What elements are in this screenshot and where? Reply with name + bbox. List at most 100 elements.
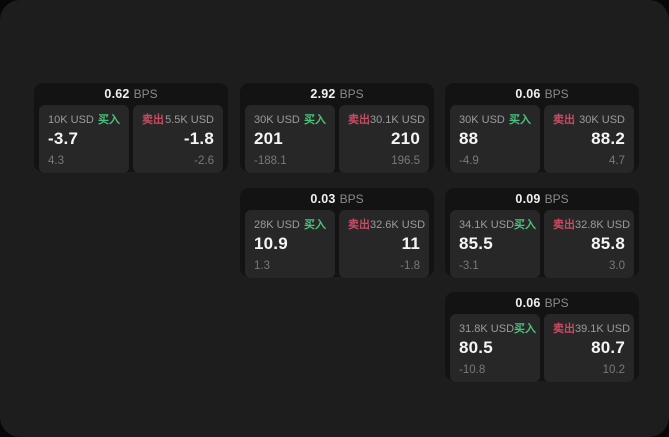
sell-notional: 30K USD: [579, 114, 625, 126]
sell-delta: 10.2: [602, 363, 625, 376]
quote-body: 28K USD 买入 10.9 1.3 卖出 32.6K USD 11 -1.8: [240, 210, 434, 283]
buy-quote-tile[interactable]: 30K USD 买入 88 -4.9: [450, 105, 540, 173]
sell-delta: 4.7: [609, 154, 625, 167]
buy-quote-tile[interactable]: 34.1K USD 买入 85.5 -3.1: [450, 210, 540, 278]
sell-quote-tile[interactable]: 卖出 5.5K USD -1.8 -2.6: [133, 105, 223, 173]
quote-body: 31.8K USD 买入 80.5 -10.8 卖出 39.1K USD 80.…: [445, 314, 639, 387]
sell-price: 88.2: [591, 129, 625, 148]
sell-tile-header: 卖出 39.1K USD: [553, 320, 630, 336]
sell-delta: 3.0: [609, 259, 625, 272]
sell-delta: 196.5: [391, 154, 420, 167]
buy-price: 88: [459, 129, 479, 148]
buy-price: 201: [254, 129, 283, 148]
buy-notional: 31.8K USD: [459, 323, 515, 335]
bps-value: 0.03: [310, 192, 336, 206]
quote-card-4: 0.03 BPS 28K USD 买入 10.9 1.3 卖出 32.6K US…: [240, 188, 434, 278]
sell-price: 210: [391, 129, 420, 148]
bps-header: 0.09 BPS: [445, 188, 639, 210]
sell-side-tag: 卖出: [553, 114, 575, 126]
bps-value: 2.92: [310, 87, 336, 101]
buy-delta: -188.1: [254, 154, 287, 167]
buy-price: -3.7: [48, 129, 79, 148]
buy-delta: -3.1: [459, 259, 479, 272]
bps-unit-label: BPS: [339, 192, 364, 206]
buy-side-tag: 买入: [514, 323, 537, 335]
sell-tile-header: 卖出 32.6K USD: [348, 216, 425, 232]
sell-notional: 32.6K USD: [370, 219, 426, 231]
buy-notional: 30K USD: [254, 114, 300, 126]
sell-price: 85.8: [591, 234, 625, 253]
buy-tile-header: 10K USD 买入: [48, 111, 120, 127]
quote-card-5: 0.09 BPS 34.1K USD 买入 85.5 -3.1 卖出 32.8K…: [445, 188, 639, 278]
buy-side-tag: 买入: [98, 114, 120, 126]
sell-side-tag: 卖出: [348, 114, 370, 126]
buy-tile-header: 30K USD 买入: [254, 111, 326, 127]
quote-body: 34.1K USD 买入 85.5 -3.1 卖出 32.8K USD 85.8…: [445, 210, 639, 283]
sell-notional: 39.1K USD: [575, 323, 631, 335]
sell-side-tag: 卖出: [553, 323, 575, 335]
sell-delta: -1.8: [400, 259, 420, 272]
sell-side-tag: 卖出: [348, 219, 370, 231]
bps-header: 2.92 BPS: [240, 83, 434, 105]
sell-tile-header: 卖出 5.5K USD: [142, 111, 214, 127]
buy-notional: 10K USD: [48, 114, 94, 126]
sell-notional: 30.1K USD: [370, 114, 426, 126]
bps-value: 0.06: [515, 296, 541, 310]
buy-quote-tile[interactable]: 28K USD 买入 10.9 1.3: [245, 210, 335, 278]
quote-card-1: 0.62 BPS 10K USD 买入 -3.7 4.3 卖出 5.5K USD…: [34, 83, 228, 173]
buy-side-tag: 买入: [514, 219, 537, 231]
sell-price: 80.7: [591, 338, 625, 357]
buy-notional: 28K USD: [254, 219, 300, 231]
bps-header: 0.06 BPS: [445, 292, 639, 314]
sell-tile-header: 卖出 30K USD: [553, 111, 625, 127]
bps-unit-label: BPS: [133, 87, 158, 101]
sell-notional: 5.5K USD: [165, 114, 214, 126]
buy-quote-tile[interactable]: 31.8K USD 买入 80.5 -10.8: [450, 314, 540, 382]
buy-delta: -4.9: [459, 154, 479, 167]
sell-tile-header: 卖出 32.8K USD: [553, 216, 630, 232]
sell-quote-tile[interactable]: 卖出 32.8K USD 85.8 3.0: [544, 210, 634, 278]
bps-value: 0.09: [515, 192, 541, 206]
quote-card-2: 2.92 BPS 30K USD 买入 201 -188.1 卖出 30.1K …: [240, 83, 434, 173]
buy-quote-tile[interactable]: 30K USD 买入 201 -188.1: [245, 105, 335, 173]
buy-price: 10.9: [254, 234, 288, 253]
buy-quote-tile[interactable]: 10K USD 买入 -3.7 4.3: [39, 105, 129, 173]
buy-tile-header: 28K USD 买入: [254, 216, 326, 232]
quote-body: 30K USD 买入 88 -4.9 卖出 30K USD 88.2 4.7: [445, 105, 639, 178]
buy-delta: 1.3: [254, 259, 270, 272]
buy-notional: 30K USD: [459, 114, 505, 126]
bps-value: 0.62: [104, 87, 130, 101]
buy-tile-header: 31.8K USD 买入: [459, 320, 536, 336]
sell-quote-tile[interactable]: 卖出 39.1K USD 80.7 10.2: [544, 314, 634, 382]
bps-header: 0.06 BPS: [445, 83, 639, 105]
sell-price: -1.8: [183, 129, 214, 148]
sell-side-tag: 卖出: [553, 219, 575, 231]
sell-quote-tile[interactable]: 卖出 32.6K USD 11 -1.8: [339, 210, 429, 278]
buy-side-tag: 买入: [509, 114, 531, 126]
quote-body: 30K USD 买入 201 -188.1 卖出 30.1K USD 210 1…: [240, 105, 434, 178]
quote-body: 10K USD 买入 -3.7 4.3 卖出 5.5K USD -1.8 -2.…: [34, 105, 228, 178]
bps-unit-label: BPS: [544, 296, 569, 310]
bps-header: 0.62 BPS: [34, 83, 228, 105]
buy-side-tag: 买入: [304, 114, 326, 126]
sell-notional: 32.8K USD: [575, 219, 631, 231]
sell-quote-tile[interactable]: 卖出 30K USD 88.2 4.7: [544, 105, 634, 173]
sell-quote-tile[interactable]: 卖出 30.1K USD 210 196.5: [339, 105, 429, 173]
bps-header: 0.03 BPS: [240, 188, 434, 210]
buy-tile-header: 34.1K USD 买入: [459, 216, 536, 232]
sell-side-tag: 卖出: [142, 114, 164, 126]
buy-price: 80.5: [459, 338, 493, 357]
sell-tile-header: 卖出 30.1K USD: [348, 111, 425, 127]
sell-delta: -2.6: [194, 154, 214, 167]
bps-unit-label: BPS: [544, 192, 569, 206]
bps-value: 0.06: [515, 87, 541, 101]
buy-delta: 4.3: [48, 154, 64, 167]
bps-unit-label: BPS: [339, 87, 364, 101]
buy-delta: -10.8: [459, 363, 486, 376]
buy-price: 85.5: [459, 234, 493, 253]
buy-notional: 34.1K USD: [459, 219, 515, 231]
sell-price: 11: [401, 234, 420, 253]
buy-side-tag: 买入: [304, 219, 326, 231]
buy-tile-header: 30K USD 买入: [459, 111, 531, 127]
bps-unit-label: BPS: [544, 87, 569, 101]
